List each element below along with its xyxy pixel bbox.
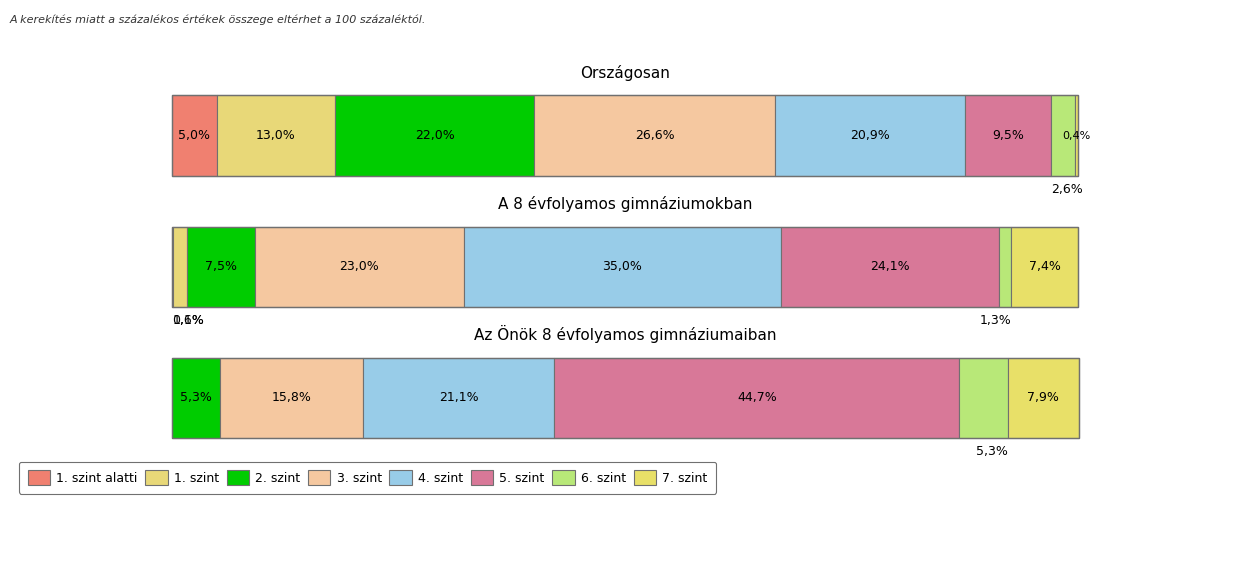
Text: A kerekítés miatt a százalékos értékek összege eltérhet a 100 százaléktól.: A kerekítés miatt a százalékos értékek ö…	[10, 15, 426, 25]
Bar	[255, 227, 464, 307]
Bar	[1008, 358, 1079, 438]
Bar	[534, 96, 775, 175]
Text: Az Önök 8 évfolyamos gimnáziumaiban: Az Önök 8 évfolyamos gimnáziumaiban	[474, 325, 776, 343]
Bar	[464, 227, 781, 307]
Text: 2,6%: 2,6%	[1051, 183, 1082, 196]
Text: 7,4%: 7,4%	[1029, 260, 1061, 273]
Bar	[217, 96, 335, 175]
Bar	[171, 96, 1079, 175]
Text: 21,1%: 21,1%	[439, 391, 479, 405]
Text: 5,3%: 5,3%	[976, 445, 1008, 458]
Bar	[1011, 227, 1079, 307]
Text: 5,3%: 5,3%	[180, 391, 211, 405]
Bar	[781, 227, 1000, 307]
Text: 0,1%: 0,1%	[171, 314, 204, 327]
Text: 1,3%: 1,3%	[980, 314, 1011, 327]
Text: 24,1%: 24,1%	[870, 260, 910, 273]
Text: 44,7%: 44,7%	[738, 391, 776, 405]
Text: 7,5%: 7,5%	[205, 260, 238, 273]
Bar	[1000, 227, 1011, 307]
Text: 15,8%: 15,8%	[271, 391, 311, 405]
Bar	[775, 96, 965, 175]
Bar	[220, 358, 362, 438]
Bar	[362, 358, 554, 438]
Text: 0,4%: 0,4%	[1062, 131, 1090, 141]
Text: 26,6%: 26,6%	[635, 129, 675, 142]
Text: Országosan: Országosan	[580, 65, 670, 81]
Bar	[173, 227, 188, 307]
Text: 1,6%: 1,6%	[173, 314, 205, 327]
Bar	[965, 96, 1051, 175]
Bar	[171, 358, 220, 438]
Text: 13,0%: 13,0%	[256, 129, 296, 142]
Bar	[335, 96, 534, 175]
Bar	[171, 358, 1079, 438]
Text: 20,9%: 20,9%	[850, 129, 890, 142]
Bar	[171, 96, 217, 175]
Text: 5,0%: 5,0%	[179, 129, 210, 142]
Text: 23,0%: 23,0%	[340, 260, 379, 273]
Bar	[1075, 96, 1079, 175]
Bar	[554, 358, 960, 438]
Text: 7,9%: 7,9%	[1028, 391, 1059, 405]
Text: 9,5%: 9,5%	[992, 129, 1024, 142]
Text: 35,0%: 35,0%	[602, 260, 642, 273]
Bar	[960, 358, 1008, 438]
Text: A 8 évfolyamos gimnáziumokban: A 8 évfolyamos gimnáziumokban	[498, 196, 752, 212]
Bar	[188, 227, 255, 307]
Text: 22,0%: 22,0%	[415, 129, 455, 142]
Bar	[1051, 96, 1075, 175]
Legend: 1. szint alatti, 1. szint, 2. szint, 3. szint, 4. szint, 5. szint, 6. szint, 7. : 1. szint alatti, 1. szint, 2. szint, 3. …	[19, 462, 716, 494]
Bar	[171, 227, 1079, 307]
